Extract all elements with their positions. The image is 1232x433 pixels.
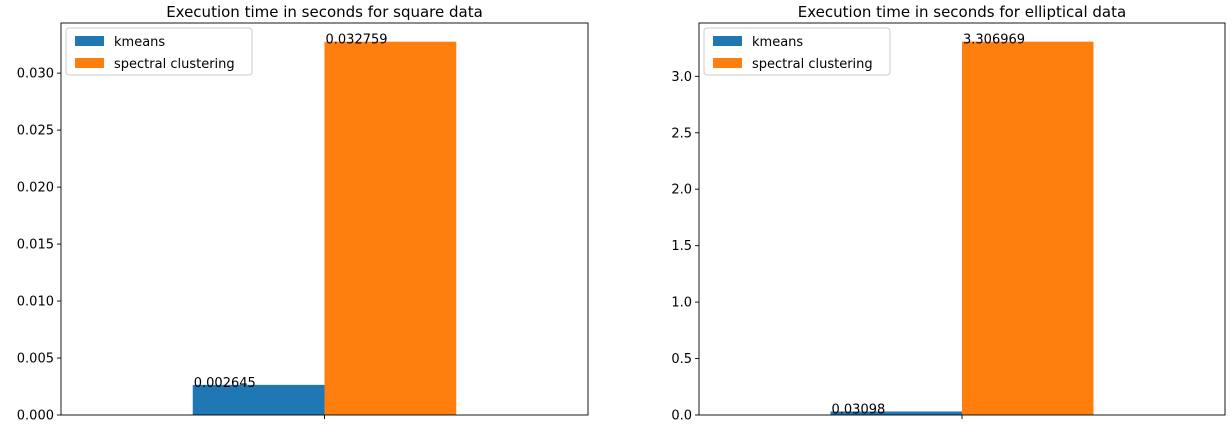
data-label: 3.306969	[963, 33, 1025, 48]
y-tick-label: 0.015	[17, 238, 54, 253]
y-tick-label: 0.0	[671, 409, 692, 424]
legend-label: spectral clustering	[752, 57, 873, 72]
y-tick-label: 1.5	[671, 239, 692, 254]
y-tick-label: 0.000	[17, 409, 54, 424]
legend-swatch	[75, 36, 104, 46]
bar-kmeans	[192, 384, 325, 415]
chart-title: Execution time in seconds for elliptical…	[798, 3, 1126, 21]
y-tick-label: 0.030	[17, 67, 54, 82]
legend-label: kmeans	[752, 35, 803, 50]
y-tick-label: 0.025	[17, 124, 54, 139]
y-tick-label: 3.0	[671, 70, 692, 85]
data-label: 0.002645	[194, 376, 256, 391]
y-tick-label: 0.5	[671, 352, 692, 367]
legend-swatch	[713, 58, 742, 68]
data-label: 0.03098	[832, 403, 886, 418]
chart-title: Execution time in seconds for square dat…	[166, 3, 483, 21]
data-label: 0.032759	[326, 33, 388, 48]
y-tick-label: 2.5	[671, 126, 692, 141]
bar-kmeans	[830, 411, 962, 415]
chart-panel-2: Execution time in seconds for elliptical…	[671, 3, 1226, 424]
legend-swatch	[75, 58, 104, 68]
y-tick-label: 1.0	[671, 296, 692, 311]
bar-spectral-clustering	[324, 41, 457, 415]
legend-swatch	[713, 36, 742, 46]
chart-panel-1: Execution time in seconds for square dat…	[17, 3, 589, 424]
y-tick-label: 2.0	[671, 183, 692, 198]
legend: kmeans spectral clustering	[703, 27, 891, 76]
legend-box	[703, 27, 891, 76]
legend-label: kmeans	[114, 35, 165, 50]
y-tick-label: 0.005	[17, 352, 54, 367]
y-tick-label: 0.010	[17, 295, 54, 310]
legend: kmeans spectral clustering	[65, 27, 253, 76]
legend-label: spectral clustering	[114, 57, 235, 72]
y-tick-label: 0.020	[17, 181, 54, 196]
legend-box	[65, 27, 253, 76]
bar-spectral-clustering	[962, 41, 1094, 415]
